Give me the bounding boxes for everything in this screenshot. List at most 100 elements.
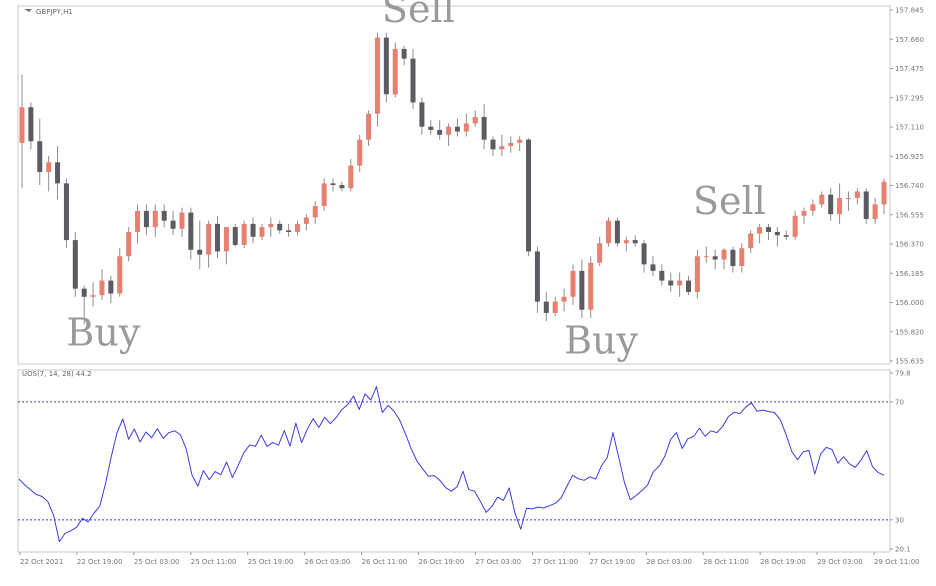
candlestick <box>810 199 816 216</box>
candlestick <box>854 188 860 205</box>
candle-body <box>90 295 96 297</box>
candlestick <box>526 138 532 257</box>
candlestick <box>677 272 683 297</box>
candlestick <box>881 178 887 215</box>
candlestick <box>437 120 443 140</box>
oscillator-panel-frame <box>17 369 891 553</box>
candle-body <box>703 256 709 258</box>
candlestick <box>312 201 318 224</box>
candlestick <box>81 285 87 325</box>
candle-body <box>472 116 478 124</box>
price-tick-label: 156.555 <box>895 211 924 219</box>
collapse-arrow-icon[interactable] <box>24 9 32 12</box>
candlestick <box>188 207 194 260</box>
candlestick <box>570 264 576 305</box>
candlestick <box>837 183 843 224</box>
signal-annotation: Buy <box>66 310 140 354</box>
candlestick <box>366 110 372 147</box>
candle-body <box>46 162 52 173</box>
candlestick <box>170 210 176 236</box>
candle-body <box>81 288 87 297</box>
candlestick <box>845 191 851 211</box>
candlestick <box>792 210 798 241</box>
candlestick <box>650 256 656 276</box>
candlestick <box>206 220 212 268</box>
candlestick <box>330 178 336 192</box>
candlestick <box>703 246 709 263</box>
candle-body <box>63 183 69 241</box>
candle-body <box>312 206 318 218</box>
candlestick <box>721 248 727 270</box>
candlestick <box>543 291 549 322</box>
candlestick <box>499 134 505 156</box>
candle-body <box>72 240 78 289</box>
candlestick <box>215 215 221 258</box>
candlestick <box>579 259 585 318</box>
candle-body <box>401 48 407 59</box>
candle-body <box>374 37 380 114</box>
candle-body <box>348 165 354 189</box>
candlestick <box>668 272 674 292</box>
candlestick <box>828 188 834 221</box>
candle-body <box>321 183 327 207</box>
price-panel: 157.845 157.660 157.475 157.295 157.110 156.9… <box>17 0 924 366</box>
candlestick <box>357 134 363 173</box>
price-tick-label: 157.475 <box>895 65 924 73</box>
price-tick-label: 157.110 <box>895 124 924 132</box>
candle-body <box>161 210 167 221</box>
candlestick <box>597 236 603 266</box>
candle-body <box>108 280 114 294</box>
signal-annotation: Buy <box>564 318 638 362</box>
candlestick <box>490 136 496 156</box>
candlestick <box>383 32 389 103</box>
oscillator-line <box>18 386 885 543</box>
candle-body <box>517 139 523 143</box>
candle-body <box>792 215 798 237</box>
candle-body <box>437 129 443 135</box>
candle-body <box>330 183 336 185</box>
candle-body <box>810 204 816 211</box>
time-tick-label: 28 Oct 19:00 <box>760 558 806 566</box>
candle-body <box>863 191 869 220</box>
candle-body <box>534 251 540 302</box>
candle-body <box>143 210 149 228</box>
candlestick <box>277 220 283 234</box>
candle-body <box>206 223 212 255</box>
oscillator-panel: 79.8 70 30 20.1 <box>17 369 911 554</box>
candle-body <box>757 227 763 234</box>
candlestick <box>117 248 123 297</box>
candlestick <box>819 191 825 208</box>
candle-body <box>579 270 585 310</box>
candlestick <box>250 217 256 244</box>
candle-body <box>685 280 691 292</box>
candle-body <box>783 235 789 237</box>
time-tick-label: 27 Oct 03:00 <box>475 558 521 566</box>
candlestick <box>508 136 514 153</box>
candle-body <box>99 280 105 296</box>
candlestick <box>28 102 34 150</box>
candlestick <box>268 217 274 237</box>
candle-body <box>490 139 496 150</box>
candle-body <box>588 262 594 310</box>
candlestick <box>783 230 789 241</box>
time-tick-label: 25 Oct 19:00 <box>248 558 294 566</box>
time-tick-label: 29 Oct 03:00 <box>817 558 863 566</box>
time-tick-label: 28 Oct 11:00 <box>703 558 749 566</box>
candle-body <box>419 102 425 127</box>
candle-body <box>250 223 256 237</box>
candle-body <box>170 220 176 229</box>
candle-body <box>179 212 185 229</box>
candlestick <box>232 223 238 247</box>
candlestick <box>72 231 78 297</box>
candlestick <box>694 249 700 299</box>
candlestick <box>99 269 105 301</box>
candle-body <box>135 210 141 232</box>
candle-body <box>19 107 25 143</box>
price-tick-label: 156.740 <box>895 182 924 190</box>
price-tick-label: 156.185 <box>895 270 924 278</box>
candlestick <box>632 235 638 247</box>
candlestick <box>259 223 265 241</box>
candle-body <box>446 126 452 135</box>
candle-body <box>232 227 238 245</box>
candle-body <box>508 142 514 147</box>
